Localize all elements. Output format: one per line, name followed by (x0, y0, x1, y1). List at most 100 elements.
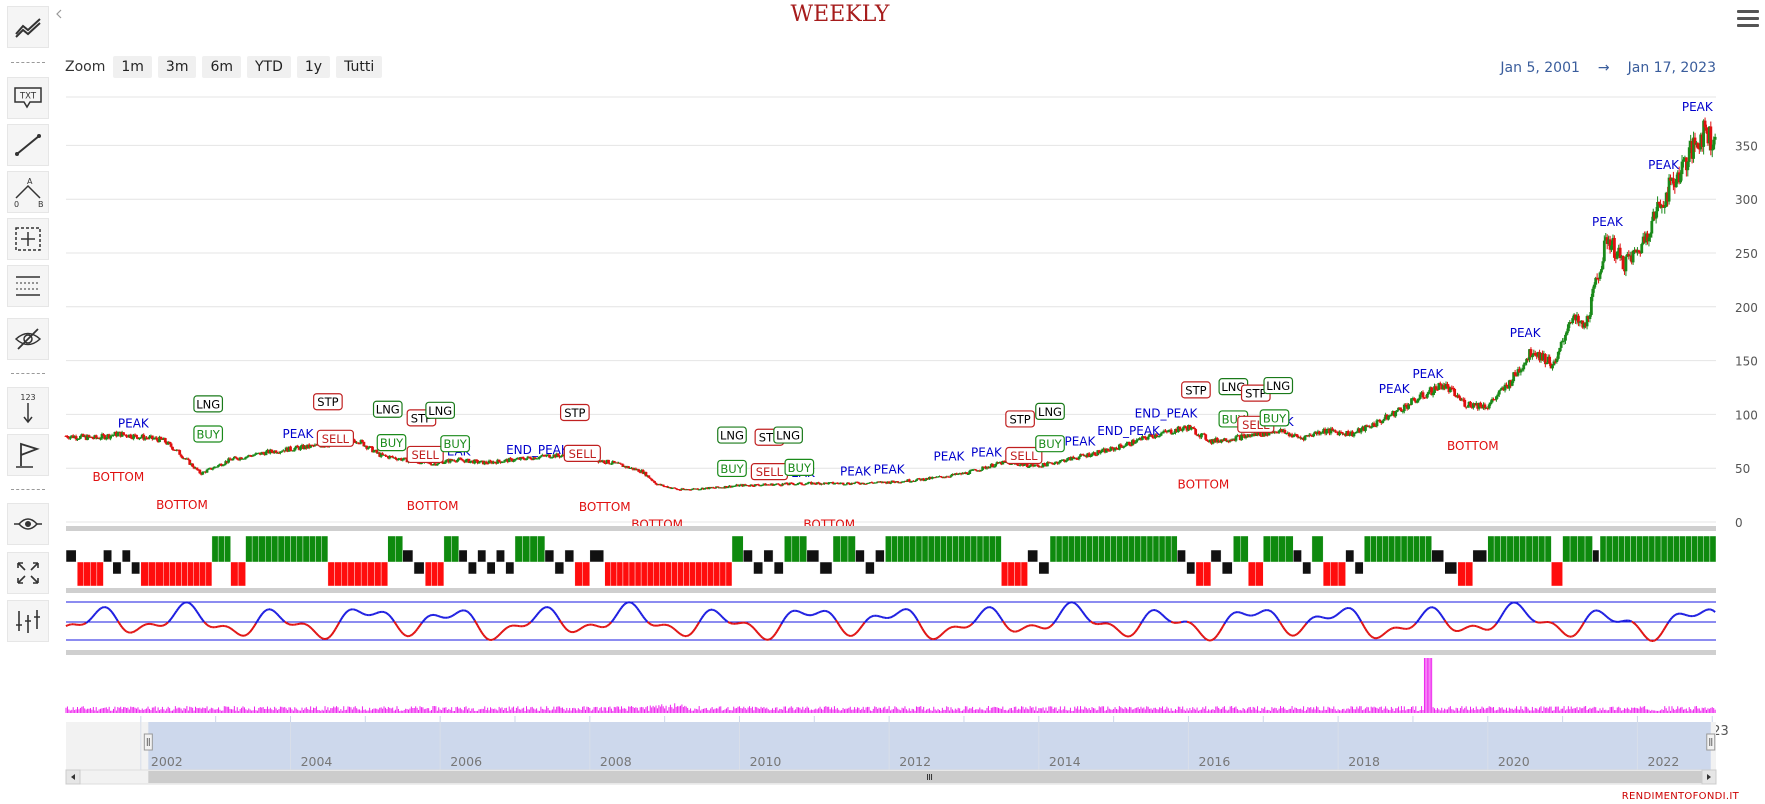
trend-bar (1354, 561, 1364, 575)
candle (300, 445, 304, 447)
oscillator-segment (524, 624, 527, 627)
candle (827, 482, 831, 485)
candle (234, 456, 238, 458)
candle (460, 458, 464, 461)
candle (112, 434, 115, 436)
oscillator-segment (1409, 626, 1412, 629)
candle (1207, 441, 1210, 443)
oscillator-segment (226, 625, 230, 629)
candle (627, 466, 631, 469)
candle (926, 477, 930, 480)
candle (1392, 411, 1396, 417)
oscillator-segment (1166, 618, 1169, 621)
oscillator-segment (1047, 626, 1050, 630)
oscillator-segment (1465, 626, 1469, 629)
candle (1237, 435, 1241, 437)
oscillator-segment (919, 625, 924, 629)
trend-bar (1465, 561, 1474, 587)
trend-bar (773, 561, 784, 575)
signal-buy: BUY (1035, 435, 1065, 453)
candle (1053, 462, 1057, 465)
oscillator-segment (482, 634, 486, 638)
candle (611, 460, 615, 464)
candle (1565, 331, 1569, 335)
signal-lng: LNG (372, 400, 403, 418)
candle (835, 482, 839, 484)
trend-bar (640, 561, 648, 587)
candle (1378, 419, 1382, 422)
y-tick-label: 250 (1735, 247, 1758, 261)
oscillator-segment (1288, 633, 1292, 637)
candle (1139, 438, 1143, 440)
oscillator-segment (1711, 609, 1715, 612)
candle (670, 488, 674, 490)
oscillator-segment (843, 631, 847, 635)
candle (1624, 256, 1628, 272)
trend-bar (1080, 535, 1087, 563)
oscillator-segment (949, 626, 952, 629)
signal-box (717, 459, 747, 478)
peak-label: PEAK (1379, 382, 1411, 396)
candle (1103, 448, 1107, 453)
candle (1341, 432, 1344, 434)
candle (1162, 430, 1166, 433)
oscillator-segment (829, 612, 833, 616)
candle (522, 457, 526, 460)
oscillator-segment (698, 619, 702, 623)
oscillator-segment (1668, 618, 1672, 622)
candle (736, 484, 740, 487)
candle (458, 458, 462, 460)
oscillator-segment (331, 631, 335, 635)
candle (185, 458, 189, 460)
candle (732, 485, 736, 487)
y-tick-label: 200 (1735, 301, 1758, 315)
candle (1027, 466, 1031, 468)
candle (1408, 404, 1412, 406)
oscillator-segment (754, 629, 758, 633)
candle (535, 458, 538, 460)
candle (512, 460, 515, 462)
candle (1394, 411, 1398, 417)
candle (771, 483, 774, 486)
candle (733, 485, 737, 487)
trend-bar (193, 561, 200, 587)
oscillator-segment (557, 617, 561, 621)
oscillator-segment (1217, 630, 1221, 634)
oscillator-segment (376, 611, 379, 614)
candle (550, 457, 554, 459)
candle (1220, 439, 1223, 443)
oscillator-segment (1550, 621, 1553, 625)
candle (1109, 447, 1113, 451)
candle (1559, 341, 1563, 348)
candle (887, 481, 891, 484)
oscillator-segment (668, 624, 671, 628)
trend-bar (140, 561, 149, 587)
oscillator-segment (1170, 620, 1173, 624)
candle (556, 453, 560, 456)
oscillator-segment (1438, 611, 1442, 615)
candle (503, 459, 507, 462)
candle (139, 437, 143, 439)
candle (674, 488, 678, 490)
trend-bar (589, 549, 605, 563)
oscillator-segment (941, 631, 945, 635)
oscillator-segment (681, 634, 684, 637)
signal-label: SELL (569, 447, 597, 461)
oscillator-segment (688, 633, 692, 636)
oscillator-segment (757, 632, 761, 636)
candle (286, 447, 290, 452)
candle (432, 463, 436, 465)
oscillator-segment (1517, 603, 1521, 606)
candle (1608, 239, 1612, 250)
candle (1503, 384, 1507, 391)
oscillator-segment (763, 637, 766, 641)
candle (274, 450, 278, 453)
candle (1326, 428, 1330, 431)
oscillator-segment (391, 618, 395, 622)
oscillator-segment (1205, 637, 1208, 641)
candle (1670, 178, 1674, 181)
oscillator-segment (1242, 612, 1245, 616)
candle (1153, 434, 1157, 438)
oscillator-segment (1417, 617, 1421, 621)
